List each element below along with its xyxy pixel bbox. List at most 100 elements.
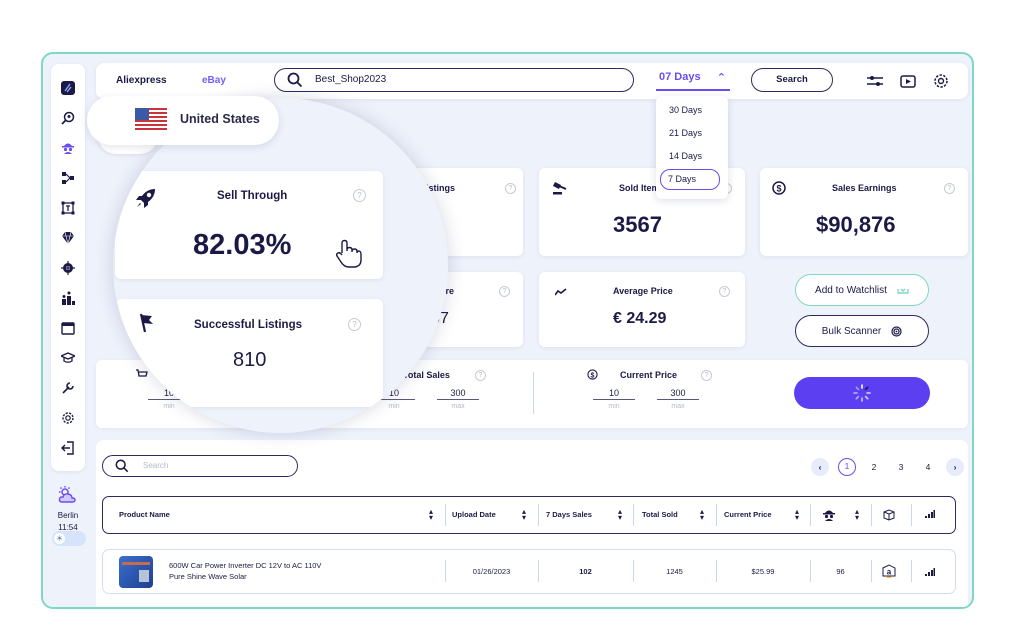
- sort-icon[interactable]: ▴ ▾: [429, 507, 434, 522]
- shop-search-value: Best_Shop2023: [315, 74, 387, 85]
- settings-gear-icon[interactable]: [932, 72, 950, 90]
- video-play-icon[interactable]: [899, 72, 917, 90]
- card-value: 82.03%: [193, 229, 292, 261]
- help-icon[interactable]: ?: [719, 286, 730, 297]
- divider: [445, 504, 446, 526]
- sort-icon[interactable]: ▴ ▾: [855, 507, 860, 522]
- table-row[interactable]: 600W Car Power Inverter DC 12V to AC 110…: [102, 549, 956, 594]
- gear-icon[interactable]: [58, 408, 78, 428]
- card-sell-through[interactable]: Sell Through ? 82.03%: [115, 171, 383, 279]
- archive-box-icon[interactable]: [58, 318, 78, 338]
- divider: [911, 560, 912, 582]
- magnifier-person-icon[interactable]: [58, 108, 78, 128]
- sun-icon: ☀: [54, 533, 65, 544]
- logout-icon[interactable]: [58, 438, 78, 458]
- help-icon[interactable]: ?: [944, 183, 955, 194]
- add-to-watchlist-button[interactable]: Add to Watchlist: [795, 274, 929, 306]
- products-table-panel: Search ‹ 1 2 3 4 › Product Name ▴ ▾ Uploa…: [96, 440, 968, 607]
- sort-icon[interactable]: ▴ ▾: [795, 507, 800, 522]
- period-option-30[interactable]: 30 Days: [669, 105, 703, 115]
- graduation-cap-icon[interactable]: [58, 348, 78, 368]
- network-nodes-icon[interactable]: [58, 168, 78, 188]
- country-selector[interactable]: United States: [87, 96, 279, 145]
- help-icon[interactable]: ?: [505, 183, 516, 194]
- weather-widget: Berlin 11:54: [49, 486, 87, 533]
- help-icon[interactable]: ?: [499, 286, 510, 297]
- crosshair-icon[interactable]: [58, 258, 78, 278]
- text-frame-icon[interactable]: [58, 198, 78, 218]
- card-sales-earnings[interactable]: $ Sales Earnings ? $90,876: [760, 168, 968, 256]
- product-name[interactable]: 600W Car Power Inverter DC 12V to AC 110…: [169, 561, 322, 581]
- sliders-icon[interactable]: [866, 72, 884, 90]
- period-select[interactable]: 07 Days ⌃: [656, 69, 730, 91]
- filter-title: Total Sales: [403, 370, 450, 380]
- search-icon: [287, 72, 303, 88]
- sort-icon[interactable]: ▴ ▾: [618, 507, 623, 522]
- rocket-icon: [136, 189, 155, 208]
- bulk-scanner-button[interactable]: Bulk Scanner: [795, 315, 929, 347]
- tab-aliexpress[interactable]: Aliexpress: [116, 75, 167, 86]
- amazon-icon[interactable]: a: [882, 564, 896, 578]
- bulk-scanner-label: Bulk Scanner: [821, 325, 882, 337]
- magnifier-lens: Sell Through ? 82.03% Successful Listing…: [113, 98, 448, 433]
- col-upload-date[interactable]: Upload Date: [452, 510, 496, 519]
- weather-time: 11:54: [58, 523, 78, 532]
- spy-icon[interactable]: [822, 508, 836, 522]
- table-search-input[interactable]: Search: [102, 455, 298, 477]
- col-total-sold[interactable]: Total Sold: [642, 510, 678, 519]
- help-icon[interactable]: ?: [348, 318, 361, 331]
- divider: [633, 504, 634, 526]
- theme-toggle[interactable]: ☀: [52, 531, 86, 546]
- target-scan-icon: [891, 325, 902, 337]
- col-current-price[interactable]: Current Price: [724, 510, 772, 519]
- col-product-name[interactable]: Product Name: [119, 510, 170, 519]
- prev-page-button[interactable]: ‹: [811, 458, 829, 476]
- card-title: Successful Listings: [194, 319, 303, 331]
- table-header: Product Name ▴ ▾ Upload Date ▴ ▾ 7 Days Sa…: [102, 496, 956, 534]
- upload-date: 01/26/2023: [472, 567, 511, 576]
- signal-bars-icon[interactable]: [925, 510, 935, 518]
- card-average-price[interactable]: Average Price ? € 24.29: [539, 272, 745, 347]
- total-sold: 1245: [666, 567, 683, 576]
- wrench-icon[interactable]: [58, 378, 78, 398]
- package-box-icon[interactable]: [883, 509, 895, 521]
- card-title: Sell Through: [217, 190, 288, 202]
- period-option-21[interactable]: 21 Days: [669, 128, 703, 138]
- help-icon[interactable]: ?: [701, 370, 712, 381]
- apply-filters-button[interactable]: [794, 377, 930, 409]
- page-3[interactable]: 3: [898, 462, 904, 472]
- card-value: € 24.29: [613, 310, 667, 327]
- page-2[interactable]: 2: [871, 462, 877, 472]
- period-option-14[interactable]: 14 Days: [669, 151, 703, 161]
- shop-search-input[interactable]: Best_Shop2023: [274, 68, 634, 92]
- next-page-button[interactable]: ›: [946, 458, 964, 476]
- sort-icon[interactable]: ▴ ▾: [700, 507, 705, 522]
- country-name: United States: [180, 112, 260, 126]
- spy-score: 96: [836, 567, 845, 576]
- brand-logo-icon[interactable]: [58, 78, 78, 98]
- help-icon[interactable]: ?: [353, 189, 366, 202]
- diamond-icon[interactable]: [58, 228, 78, 248]
- period-dropdown: 30 Days 21 Days 14 Days 7 Days: [656, 96, 728, 199]
- card-value: 3567: [613, 212, 662, 237]
- period-option-7[interactable]: 7 Days: [660, 169, 720, 190]
- card-value: $90,876: [816, 212, 896, 237]
- podium-icon[interactable]: [58, 288, 78, 308]
- card-successful-listings[interactable]: Successful Listings ? 810: [115, 299, 383, 407]
- spy-icon[interactable]: [58, 138, 78, 158]
- tab-ebay[interactable]: eBay: [202, 75, 226, 86]
- signal-bars-icon[interactable]: [925, 568, 935, 576]
- card-title: Sales Earnings: [832, 183, 897, 193]
- page-1[interactable]: 1: [838, 458, 856, 476]
- search-button[interactable]: Search: [751, 68, 833, 92]
- filter-total-sales: Total Sales ? 10 min 300 max: [323, 360, 523, 428]
- sort-icon[interactable]: ▴ ▾: [522, 507, 527, 522]
- divider: [810, 560, 811, 582]
- page-4[interactable]: 4: [925, 462, 931, 472]
- help-icon[interactable]: ?: [475, 370, 486, 381]
- col-7-days-sales[interactable]: 7 Days Sales: [546, 510, 592, 519]
